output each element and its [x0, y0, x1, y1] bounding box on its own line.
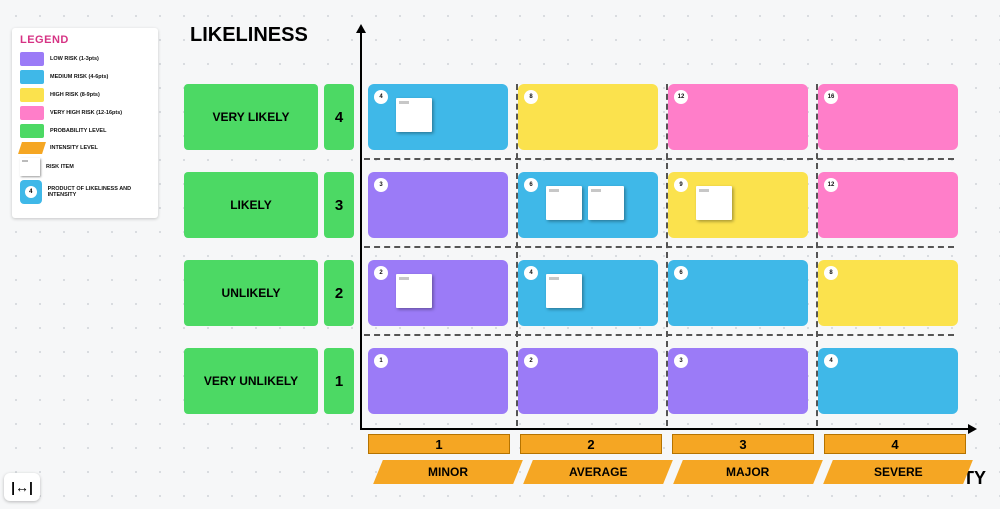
product-dot: 1	[374, 354, 388, 368]
legend-label-product: PRODUCT OF LIKELINESS AND INTENSITY	[48, 186, 150, 198]
intensity-label: MINOR	[373, 460, 523, 484]
legend-item-probability: PROBABILITY LEVEL	[20, 124, 150, 138]
risk-cell[interactable]: 1	[368, 348, 508, 414]
risk-cell[interactable]: 3	[668, 348, 808, 414]
product-dot: 8	[524, 90, 538, 104]
grid-horizontal-divider	[364, 246, 954, 248]
risk-cell[interactable]: 4	[518, 260, 658, 326]
risk-cell[interactable]: 16	[818, 84, 958, 150]
risk-item-note[interactable]	[396, 274, 432, 308]
risk-cell[interactable]: 2	[368, 260, 508, 326]
axis-x-arrow-icon	[968, 424, 977, 434]
intensity-value: 1	[368, 434, 510, 454]
product-dot: 9	[674, 178, 688, 192]
product-dot: 3	[674, 354, 688, 368]
intensity-label: MAJOR	[673, 460, 823, 484]
intensity-value: 2	[520, 434, 662, 454]
intensity-value: 3	[672, 434, 814, 454]
axis-y-title: LIKELINESS	[190, 24, 308, 47]
product-dot: 3	[374, 178, 388, 192]
likeliness-row: UNLIKELY2	[184, 260, 354, 326]
risk-cell[interactable]: 9	[668, 172, 808, 238]
likeliness-label: LIKELY	[184, 172, 318, 238]
risk-cell[interactable]: 8	[518, 84, 658, 150]
legend-item-product: 4 PRODUCT OF LIKELINESS AND INTENSITY	[20, 180, 150, 204]
legend-swatch-intensity	[18, 142, 46, 154]
likeliness-row: VERY UNLIKELY1	[184, 348, 354, 414]
risk-cell[interactable]: 6	[518, 172, 658, 238]
risk-cell[interactable]: 6	[668, 260, 808, 326]
legend-swatch-probability	[20, 124, 44, 138]
risk-cell[interactable]: 3	[368, 172, 508, 238]
risk-item-note[interactable]	[588, 186, 624, 220]
likeliness-value: 3	[324, 172, 354, 238]
legend-item-medium: MEDIUM RISK (4-6pts)	[20, 70, 150, 84]
risk-item-note[interactable]	[546, 274, 582, 308]
legend-item-risk_item: RISK ITEM	[20, 158, 150, 176]
risk-cell[interactable]: 2	[518, 348, 658, 414]
likeliness-value: 4	[324, 84, 354, 150]
legend-label-intensity: INTENSITY LEVEL	[50, 145, 98, 151]
product-dot: 4	[824, 354, 838, 368]
intensity-number-row: 1234	[368, 434, 976, 454]
grid-horizontal-divider	[364, 334, 954, 336]
legend-item-low: LOW RISK (1-3pts)	[20, 52, 150, 66]
likeliness-row: VERY LIKELY4	[184, 84, 354, 150]
legend-item-high: HIGH RISK (8-9pts)	[20, 88, 150, 102]
legend-swatch-high	[20, 88, 44, 102]
product-dot: 4	[374, 90, 388, 104]
likeliness-label: VERY UNLIKELY	[184, 348, 318, 414]
intensity-value: 4	[824, 434, 966, 454]
risk-cell[interactable]: 4	[818, 348, 958, 414]
risk-cell[interactable]: 12	[818, 172, 958, 238]
risk-cell[interactable]: 12	[668, 84, 808, 150]
intensity-label: SEVERE	[823, 460, 973, 484]
legend-panel: LEGEND LOW RISK (1-3pts) MEDIUM RISK (4-6…	[12, 28, 158, 218]
legend-item-very_high: VERY HIGH RISK (12-16pts)	[20, 106, 150, 120]
legend-label-medium: MEDIUM RISK (4-6pts)	[50, 74, 108, 80]
intensity-label-row: MINORAVERAGEMAJORSEVERE	[378, 460, 978, 484]
legend-title: LEGEND	[20, 34, 150, 46]
likeliness-row: LIKELY3	[184, 172, 354, 238]
legend-swatch-very_high	[20, 106, 44, 120]
risk-cell[interactable]: 8	[818, 260, 958, 326]
legend-label-probability: PROBABILITY LEVEL	[50, 128, 106, 134]
product-dot: 12	[674, 90, 688, 104]
legend-label-very_high: VERY HIGH RISK (12-16pts)	[50, 110, 122, 116]
product-dot: 12	[824, 178, 838, 192]
product-dot: 2	[524, 354, 538, 368]
grid-horizontal-divider	[364, 158, 954, 160]
product-dot: 2	[374, 266, 388, 280]
legend-swatch-medium	[20, 70, 44, 84]
risk-cell[interactable]: 4	[368, 84, 508, 150]
risk-item-note[interactable]	[396, 98, 432, 132]
product-dot: 6	[674, 266, 688, 280]
legend-swatch-low	[20, 52, 44, 66]
legend-swatch-risk_item	[20, 158, 40, 176]
legend-swatch-product: 4	[20, 180, 42, 204]
fit-width-button[interactable]: |↔|	[4, 473, 40, 501]
product-dot: 16	[824, 90, 838, 104]
risk-item-note[interactable]	[546, 186, 582, 220]
risk-item-note[interactable]	[696, 186, 732, 220]
axis-y-line	[360, 30, 362, 430]
legend-label-risk_item: RISK ITEM	[46, 164, 74, 170]
legend-label-low: LOW RISK (1-3pts)	[50, 56, 99, 62]
product-dot: 6	[524, 178, 538, 192]
likeliness-value: 2	[324, 260, 354, 326]
product-dot: 8	[824, 266, 838, 280]
axis-x-line	[360, 428, 970, 430]
likeliness-value: 1	[324, 348, 354, 414]
legend-label-high: HIGH RISK (8-9pts)	[50, 92, 100, 98]
likeliness-label: UNLIKELY	[184, 260, 318, 326]
intensity-label: AVERAGE	[523, 460, 673, 484]
likeliness-label: VERY LIKELY	[184, 84, 318, 150]
product-dot: 4	[524, 266, 538, 280]
legend-item-intensity: INTENSITY LEVEL	[20, 142, 150, 154]
